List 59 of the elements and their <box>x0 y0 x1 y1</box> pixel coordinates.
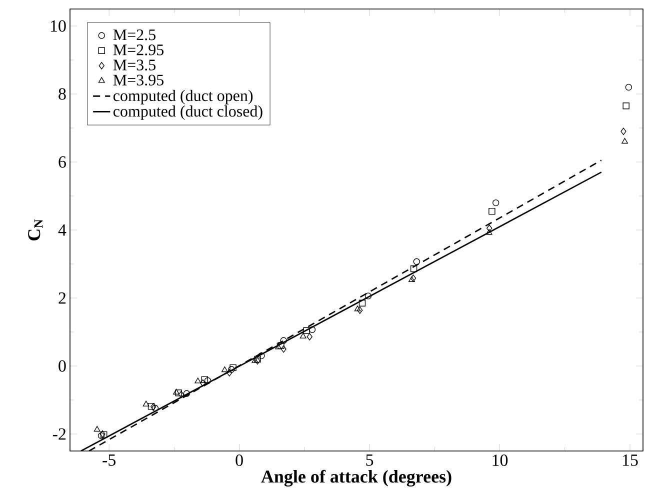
point <box>258 352 265 360</box>
point <box>148 403 155 410</box>
point <box>413 258 420 265</box>
point <box>254 357 260 365</box>
y-tick-label: 8 <box>58 88 66 100</box>
x-tick-label: 10 <box>492 454 508 466</box>
legend-label: M=3.95 <box>113 74 164 86</box>
y-tick-label: -2 <box>52 428 66 440</box>
y-tick-label: 0 <box>58 360 66 372</box>
point <box>620 128 626 136</box>
point <box>94 426 100 432</box>
point <box>622 138 628 144</box>
y-tick-label: 2 <box>58 292 66 304</box>
point <box>150 403 156 410</box>
point <box>280 337 287 344</box>
point <box>280 345 286 353</box>
y-tick-label: 6 <box>58 156 66 168</box>
point <box>492 199 500 206</box>
point <box>486 229 492 235</box>
x-tick-label: 5 <box>366 454 374 466</box>
point <box>100 430 106 438</box>
point <box>204 377 212 384</box>
point <box>201 376 208 383</box>
point <box>173 388 180 395</box>
point <box>254 356 261 363</box>
x-tick-label: 0 <box>236 454 243 466</box>
point <box>175 389 182 396</box>
point <box>98 432 105 440</box>
point <box>364 292 372 300</box>
point <box>252 357 258 363</box>
legend-label: computed (duct closed) <box>113 105 262 120</box>
legend-label: M=3.5 <box>113 60 156 70</box>
point <box>178 390 184 398</box>
point <box>486 224 492 232</box>
point <box>152 404 159 412</box>
point <box>200 379 206 387</box>
point <box>488 208 496 215</box>
point <box>222 366 228 372</box>
point <box>306 333 312 340</box>
legend-label: M=2.95 <box>113 44 164 56</box>
point <box>142 400 150 406</box>
x-tick-label: -5 <box>102 454 116 466</box>
point <box>625 84 632 91</box>
point <box>308 326 316 333</box>
point <box>228 366 235 373</box>
legend-label: computed (duct open) <box>113 90 253 104</box>
point <box>278 342 284 349</box>
y-tick-label: 4 <box>58 224 66 236</box>
point <box>100 431 108 438</box>
point <box>410 265 418 272</box>
point <box>194 378 202 384</box>
y-axis-title: C$_{N}$ <box>28 219 43 240</box>
x-axis-title: Angle of attack (degrees) <box>261 470 452 486</box>
legend-label: M=2.5 <box>113 29 156 40</box>
point <box>622 102 630 110</box>
y-tick-label: 10 <box>50 20 66 32</box>
point <box>183 390 190 397</box>
x-tick-label: 15 <box>622 454 638 466</box>
point <box>275 344 282 350</box>
